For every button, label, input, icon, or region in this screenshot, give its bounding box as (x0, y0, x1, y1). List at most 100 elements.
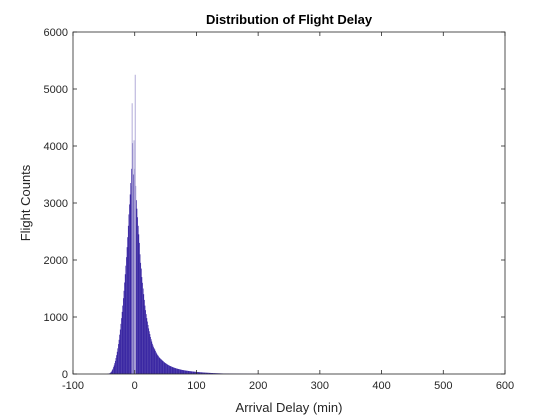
histogram-bar (168, 365, 170, 374)
y-axis-ticks: 0 1000 2000 3000 4000 5000 6000 (44, 27, 505, 381)
histogram-bar (171, 366, 173, 375)
histogram-bar (154, 349, 156, 374)
histogram-bar (203, 372, 204, 374)
y-tick-label: 1000 (44, 312, 68, 324)
histogram-bar (145, 310, 146, 374)
histogram-bar (151, 343, 153, 374)
histogram-bar (180, 369, 182, 374)
chart-title: Distribution of Flight Delay (206, 12, 373, 27)
histogram-bar (157, 355, 159, 374)
histogram-bar (139, 242, 140, 374)
histogram-bar (124, 282, 125, 374)
histogram-bar (149, 334, 151, 374)
histogram-bar (199, 372, 201, 374)
histogram-bar (123, 290, 125, 374)
y-axis-label: Flight Counts (18, 164, 33, 241)
histogram-bar (111, 371, 113, 374)
histogram-bar (179, 369, 181, 374)
x-tick-label: -100 (62, 380, 84, 392)
histogram-bar (126, 247, 128, 374)
histogram-bar (186, 370, 188, 374)
histogram-bar (175, 368, 177, 374)
histogram-bar (193, 371, 195, 374)
histogram-bar (207, 372, 209, 374)
histogram-bar (173, 367, 175, 374)
histogram-bar (169, 365, 171, 374)
histogram-bar (210, 372, 212, 374)
histogram-bar (182, 370, 184, 374)
histogram-bar (143, 299, 145, 374)
histogram-bar (121, 311, 123, 374)
histogram-bar (156, 354, 158, 374)
histogram-bar (200, 372, 201, 374)
histogram-bar (127, 237, 129, 374)
histogram-bar (128, 214, 130, 374)
histogram-bar (162, 360, 164, 374)
histogram-bar (140, 268, 142, 374)
histogram-bar (152, 345, 154, 374)
y-tick-label: 2000 (44, 255, 68, 267)
histogram-bar (161, 359, 163, 374)
histogram-bar (147, 321, 148, 374)
histogram-bar (141, 277, 143, 374)
histogram-bar (194, 371, 196, 374)
x-tick-label: 300 (311, 380, 329, 392)
x-tick-label: 200 (249, 380, 267, 392)
histogram-bar (160, 358, 161, 374)
histogram-bar (115, 358, 117, 374)
histogram-bar (166, 364, 168, 374)
histogram-bar (185, 370, 187, 374)
histogram-bar (169, 366, 171, 374)
histogram-bar (164, 363, 166, 374)
histogram-bar (210, 372, 211, 374)
histogram-bar (118, 344, 119, 374)
histogram-bar (181, 369, 183, 374)
histogram-bar (205, 372, 206, 374)
x-axis-label: Arrival Delay (min) (236, 400, 343, 415)
histogram-bar (212, 373, 214, 374)
histogram-bar (142, 288, 144, 374)
x-tick-label: 100 (187, 380, 205, 392)
histogram-bar (164, 362, 166, 374)
histogram-bar (120, 323, 122, 374)
histogram-bar (170, 366, 172, 374)
histogram-bar (179, 369, 180, 374)
histogram-bar (182, 370, 183, 374)
histogram-bar (209, 372, 211, 374)
histogram-bar (142, 282, 143, 374)
histogram-bar (151, 341, 153, 374)
histogram-bar (112, 368, 114, 374)
histogram-bar (122, 305, 124, 374)
histogram-bar (155, 350, 156, 374)
histogram-bar (189, 371, 191, 374)
histogram-bar (174, 367, 175, 374)
histogram-bar (137, 225, 139, 374)
histogram-bar (125, 265, 127, 374)
histogram-bar (145, 314, 147, 374)
histogram-bar (197, 372, 199, 374)
histogram-bar (214, 373, 216, 374)
histogram-bar (138, 234, 140, 374)
histogram-bar (206, 372, 208, 374)
histogram-bar (198, 372, 200, 374)
histogram-bar (213, 373, 214, 374)
x-axis-ticks: -100 0 100 200 300 400 500 600 (62, 32, 514, 392)
histogram-bar (197, 372, 198, 374)
histogram-bar (184, 370, 186, 374)
histogram-bar (155, 352, 157, 374)
histogram-bar (124, 274, 126, 374)
histogram-bar (190, 371, 192, 374)
histogram-bar (118, 339, 120, 374)
histogram-bar (132, 174, 134, 374)
y-tick-label: 3000 (44, 198, 68, 210)
histogram-bar (153, 347, 154, 374)
histogram-bar (205, 372, 207, 374)
histogram-bar (168, 365, 169, 374)
histogram-bar (119, 329, 121, 374)
histogram-bar (156, 353, 158, 374)
histogram-bar (147, 324, 149, 374)
histogram-bar (198, 372, 200, 374)
histogram-bar (185, 370, 187, 374)
histogram-bar (117, 348, 119, 374)
y-tick-label: 0 (62, 369, 68, 381)
